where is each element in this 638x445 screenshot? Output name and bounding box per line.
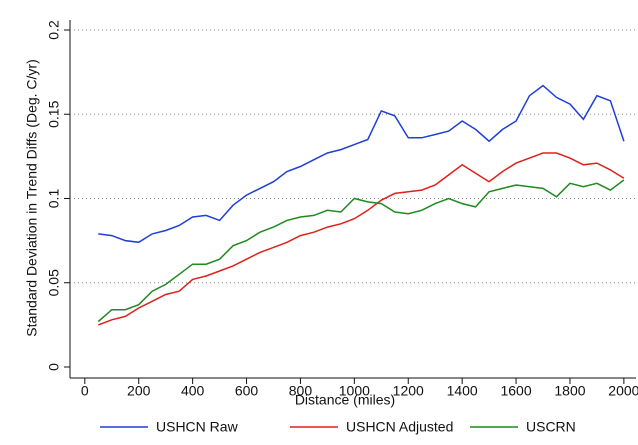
y-tick-label: 0.15	[46, 100, 62, 127]
x-tick-label: 400	[181, 383, 205, 399]
legend-label: USCRN	[526, 419, 576, 435]
x-tick-label: 1400	[447, 383, 478, 399]
y-tick-label: 0	[46, 363, 62, 371]
x-tick-label: 2000	[608, 383, 638, 399]
x-tick-label: 1200	[393, 383, 424, 399]
series-line	[98, 152, 625, 326]
x-tick-label: 600	[235, 383, 259, 399]
y-tick-label: 0.05	[46, 269, 62, 296]
x-axis-label: Distance (miles)	[295, 392, 395, 408]
x-tick-label: 200	[127, 383, 151, 399]
y-tick-label: 0.1	[46, 189, 62, 209]
x-tick-label: 1000	[339, 383, 370, 399]
x-tick-label: 1800	[554, 383, 585, 399]
legend-label: USHCN Raw	[156, 419, 239, 435]
legend-label: USHCN Adjusted	[346, 419, 453, 435]
y-axis-label: Standard Deviation in Trend Diffs (Deg. …	[24, 59, 40, 337]
x-tick-label: 0	[81, 383, 89, 399]
series-line	[97, 179, 625, 323]
y-tick-label: 0.2	[46, 20, 62, 40]
x-tick-label: 800	[289, 383, 313, 399]
x-tick-label: 1600	[500, 383, 531, 399]
series-line	[98, 84, 625, 244]
